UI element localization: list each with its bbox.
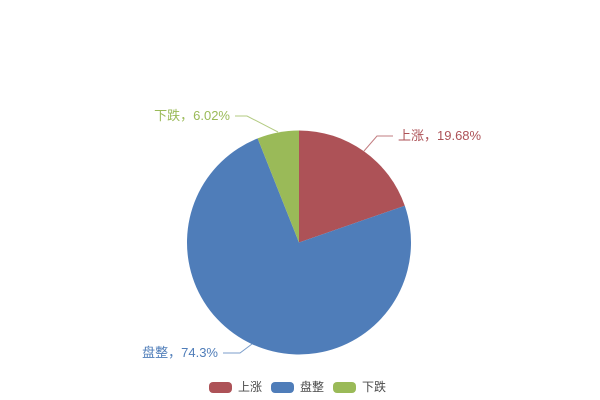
pie-slice-rise[interactable] <box>299 130 405 243</box>
label-line-fall <box>235 115 279 133</box>
legend-item-rise[interactable]: 上涨 <box>209 380 262 394</box>
legend-marker-consolidation <box>271 381 295 393</box>
label-line-consolidation <box>223 343 253 354</box>
pie-slice-consolidation[interactable] <box>187 138 411 355</box>
label-line-rise <box>363 135 393 152</box>
legend-item-fall[interactable]: 下跌 <box>333 380 386 394</box>
legend-label-fall: 下跌 <box>362 380 387 394</box>
legend: 上涨 盘整 下跌 <box>209 380 386 394</box>
pie-slice-fall[interactable] <box>257 130 299 243</box>
legend-label-consolidation: 盘整 <box>300 380 325 394</box>
slice-label-fall: 下跌，6.02% <box>154 108 230 123</box>
slice-label-consolidation: 盘整，74.3% <box>142 345 218 360</box>
slice-label-rise: 上涨，19.68% <box>398 128 482 143</box>
legend-marker-fall <box>333 381 357 393</box>
legend-label-rise: 上涨 <box>238 380 263 394</box>
legend-marker-rise <box>209 381 232 393</box>
legend-item-consolidation[interactable]: 盘整 <box>271 380 324 394</box>
